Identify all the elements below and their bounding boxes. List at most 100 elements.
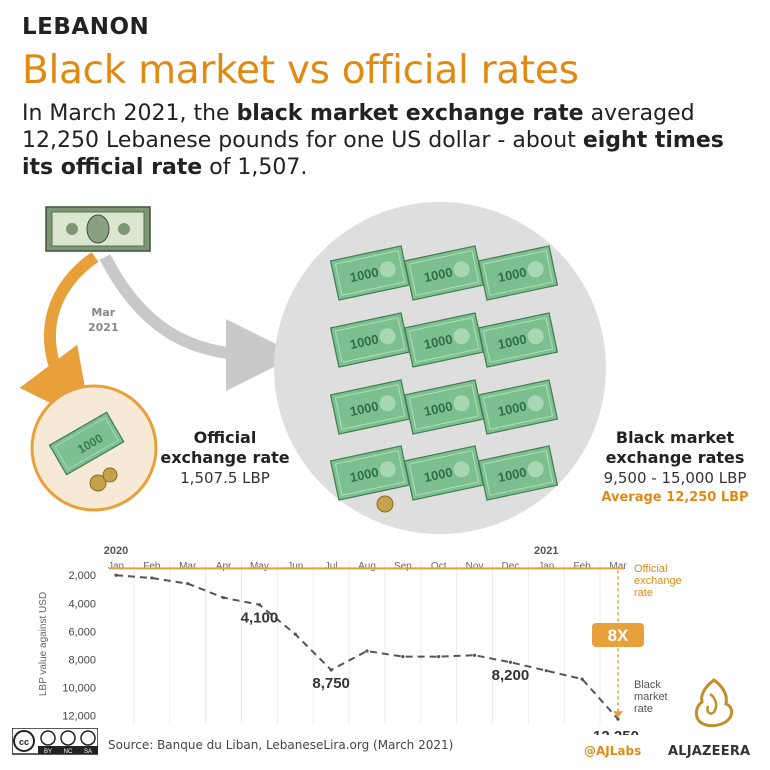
svg-text:1000: 1000 (497, 264, 528, 285)
svg-text:BY: BY (44, 749, 52, 755)
data-point (150, 576, 154, 580)
black-market-arrow (99, 254, 298, 391)
data-point (186, 582, 190, 586)
black-market-rate-line (115, 574, 619, 720)
subtitle-part: eight times its official rate (22, 128, 724, 180)
svg-text:1000: 1000 (349, 331, 380, 352)
page-title: Black market vs official rates (22, 48, 579, 93)
official-arrow (19, 252, 99, 424)
aljazeera-logo-icon (694, 678, 734, 728)
lira-note-icon: 1000 (403, 379, 485, 435)
black-market-rate-label: Black market exchange rates 9,500 - 15,0… (601, 428, 749, 505)
lira-note-icon: 1000 (477, 245, 559, 301)
data-point (437, 655, 441, 659)
year-label: 2020 (104, 545, 128, 557)
lira-note-icon: 1000 (403, 445, 485, 501)
lira-note-icon: 1000 (329, 445, 411, 501)
data-point (472, 653, 477, 657)
creative-commons-icon: cc BY NC SA (12, 728, 98, 755)
y-tick-label: 10,000 (62, 683, 96, 695)
x-tick-label: Aug (358, 561, 376, 572)
footer: cc BY NC SA Source: Banque du Liban, Leb… (0, 678, 770, 768)
svg-text:1000: 1000 (349, 264, 380, 285)
svg-text:1000: 1000 (423, 464, 454, 485)
data-label: 4,100 (241, 610, 279, 627)
data-point (544, 669, 548, 673)
data-point (401, 655, 405, 659)
lira-note-icon: 1000 (403, 312, 485, 368)
official-series-label: rate (634, 587, 653, 599)
x-tick-label: Nov (466, 561, 484, 572)
svg-text:1000: 1000 (497, 331, 528, 352)
data-point (580, 677, 584, 681)
svg-text:1000: 1000 (423, 398, 454, 419)
x-tick-label: Sep (394, 561, 412, 572)
x-tick-label: Feb (574, 561, 592, 572)
lira-note-icon: 1000 (329, 379, 411, 435)
x-tick-label: Mar (609, 561, 627, 572)
svg-text:1000: 1000 (423, 264, 454, 285)
arrow-date-label: Mar 2021 (88, 306, 119, 334)
svg-text:NC: NC (64, 749, 73, 755)
x-tick-label: Apr (216, 561, 232, 572)
x-tick-label: Dec (502, 561, 520, 572)
lira-note-icon: 1000 (477, 312, 559, 368)
x-tick-label: Feb (143, 561, 161, 572)
official-rate-label: Official exchange rate 1,507.5 LBP (160, 428, 290, 487)
year-label: 2021 (534, 545, 558, 557)
x-tick-label: Mar (179, 561, 197, 572)
multiplier-arrowhead (613, 711, 623, 719)
y-tick-label: 4,000 (68, 598, 96, 610)
svg-text:SA: SA (84, 749, 92, 755)
data-point (114, 573, 118, 577)
social-handle: @AJLabs (584, 744, 642, 758)
svg-text:cc: cc (19, 737, 29, 747)
data-point (329, 668, 333, 672)
brand-name: ALJAZEERA (668, 744, 751, 759)
y-tick-label: 8,000 (68, 654, 96, 666)
data-point (365, 649, 369, 653)
y-tick-label: 12,000 (62, 711, 96, 723)
official-series-label: exchange (634, 575, 682, 587)
y-axis-label: LBP value against USD (38, 592, 49, 696)
lira-notes-grid: 1000 1000 1000 1000 1000 1000 1000 1000 1000 1000… (329, 245, 559, 501)
source-note: Source: Banque du Liban, LebaneseLira.or… (108, 738, 454, 752)
subtitle-part: averaged 12,250 Lebanese pounds for one … (22, 101, 695, 153)
exchange-rate-chart: 2020 2021 Jan Feb Mar Apr May Jun Jul Aug Sep Oct No… (38, 545, 682, 735)
dollar-bill-icon (45, 206, 151, 252)
kicker: LEBANON (22, 14, 150, 40)
black-market-series-label: market (634, 691, 668, 703)
coin-icon (376, 495, 394, 513)
multiplier-text: 8X (608, 626, 629, 645)
x-tick-label: Oct (431, 561, 447, 572)
official-note-circle: 1000 (30, 384, 158, 512)
multiplier-badge (592, 623, 644, 647)
lira-note-icon: 1000 (477, 379, 559, 435)
svg-text:1000: 1000 (497, 464, 528, 485)
black-market-series-label: Black (634, 679, 661, 691)
lira-note-icon: 1000 (329, 245, 411, 301)
subtitle-part: of 1,507. (202, 155, 308, 180)
black-market-series-label: rate (634, 703, 653, 715)
x-tick-label: Jan (538, 561, 554, 572)
x-tick-label: May (250, 561, 269, 572)
x-tick-label: Jan (108, 561, 124, 572)
svg-text:1000: 1000 (349, 398, 380, 419)
subtitle: In March 2021, the black market exchange… (22, 100, 752, 181)
lira-note-icon: 1000 (329, 312, 411, 368)
svg-text:1000: 1000 (423, 331, 454, 352)
y-tick-label: 2,000 (68, 570, 96, 582)
data-label: 8,200 (492, 667, 530, 684)
official-series-label: Official (634, 563, 667, 575)
data-label: 12,250 (593, 728, 639, 735)
data-point (508, 660, 513, 664)
subtitle-part: black market exchange rate (236, 101, 584, 126)
data-point (257, 603, 262, 607)
data-point (221, 596, 226, 600)
lira-note-icon: 1000 (477, 445, 559, 501)
y-tick-label: 6,000 (68, 626, 96, 638)
data-label: 8,750 (312, 675, 350, 692)
subtitle-part: In March 2021, the (22, 101, 237, 126)
x-tick-label: Jun (287, 561, 303, 572)
